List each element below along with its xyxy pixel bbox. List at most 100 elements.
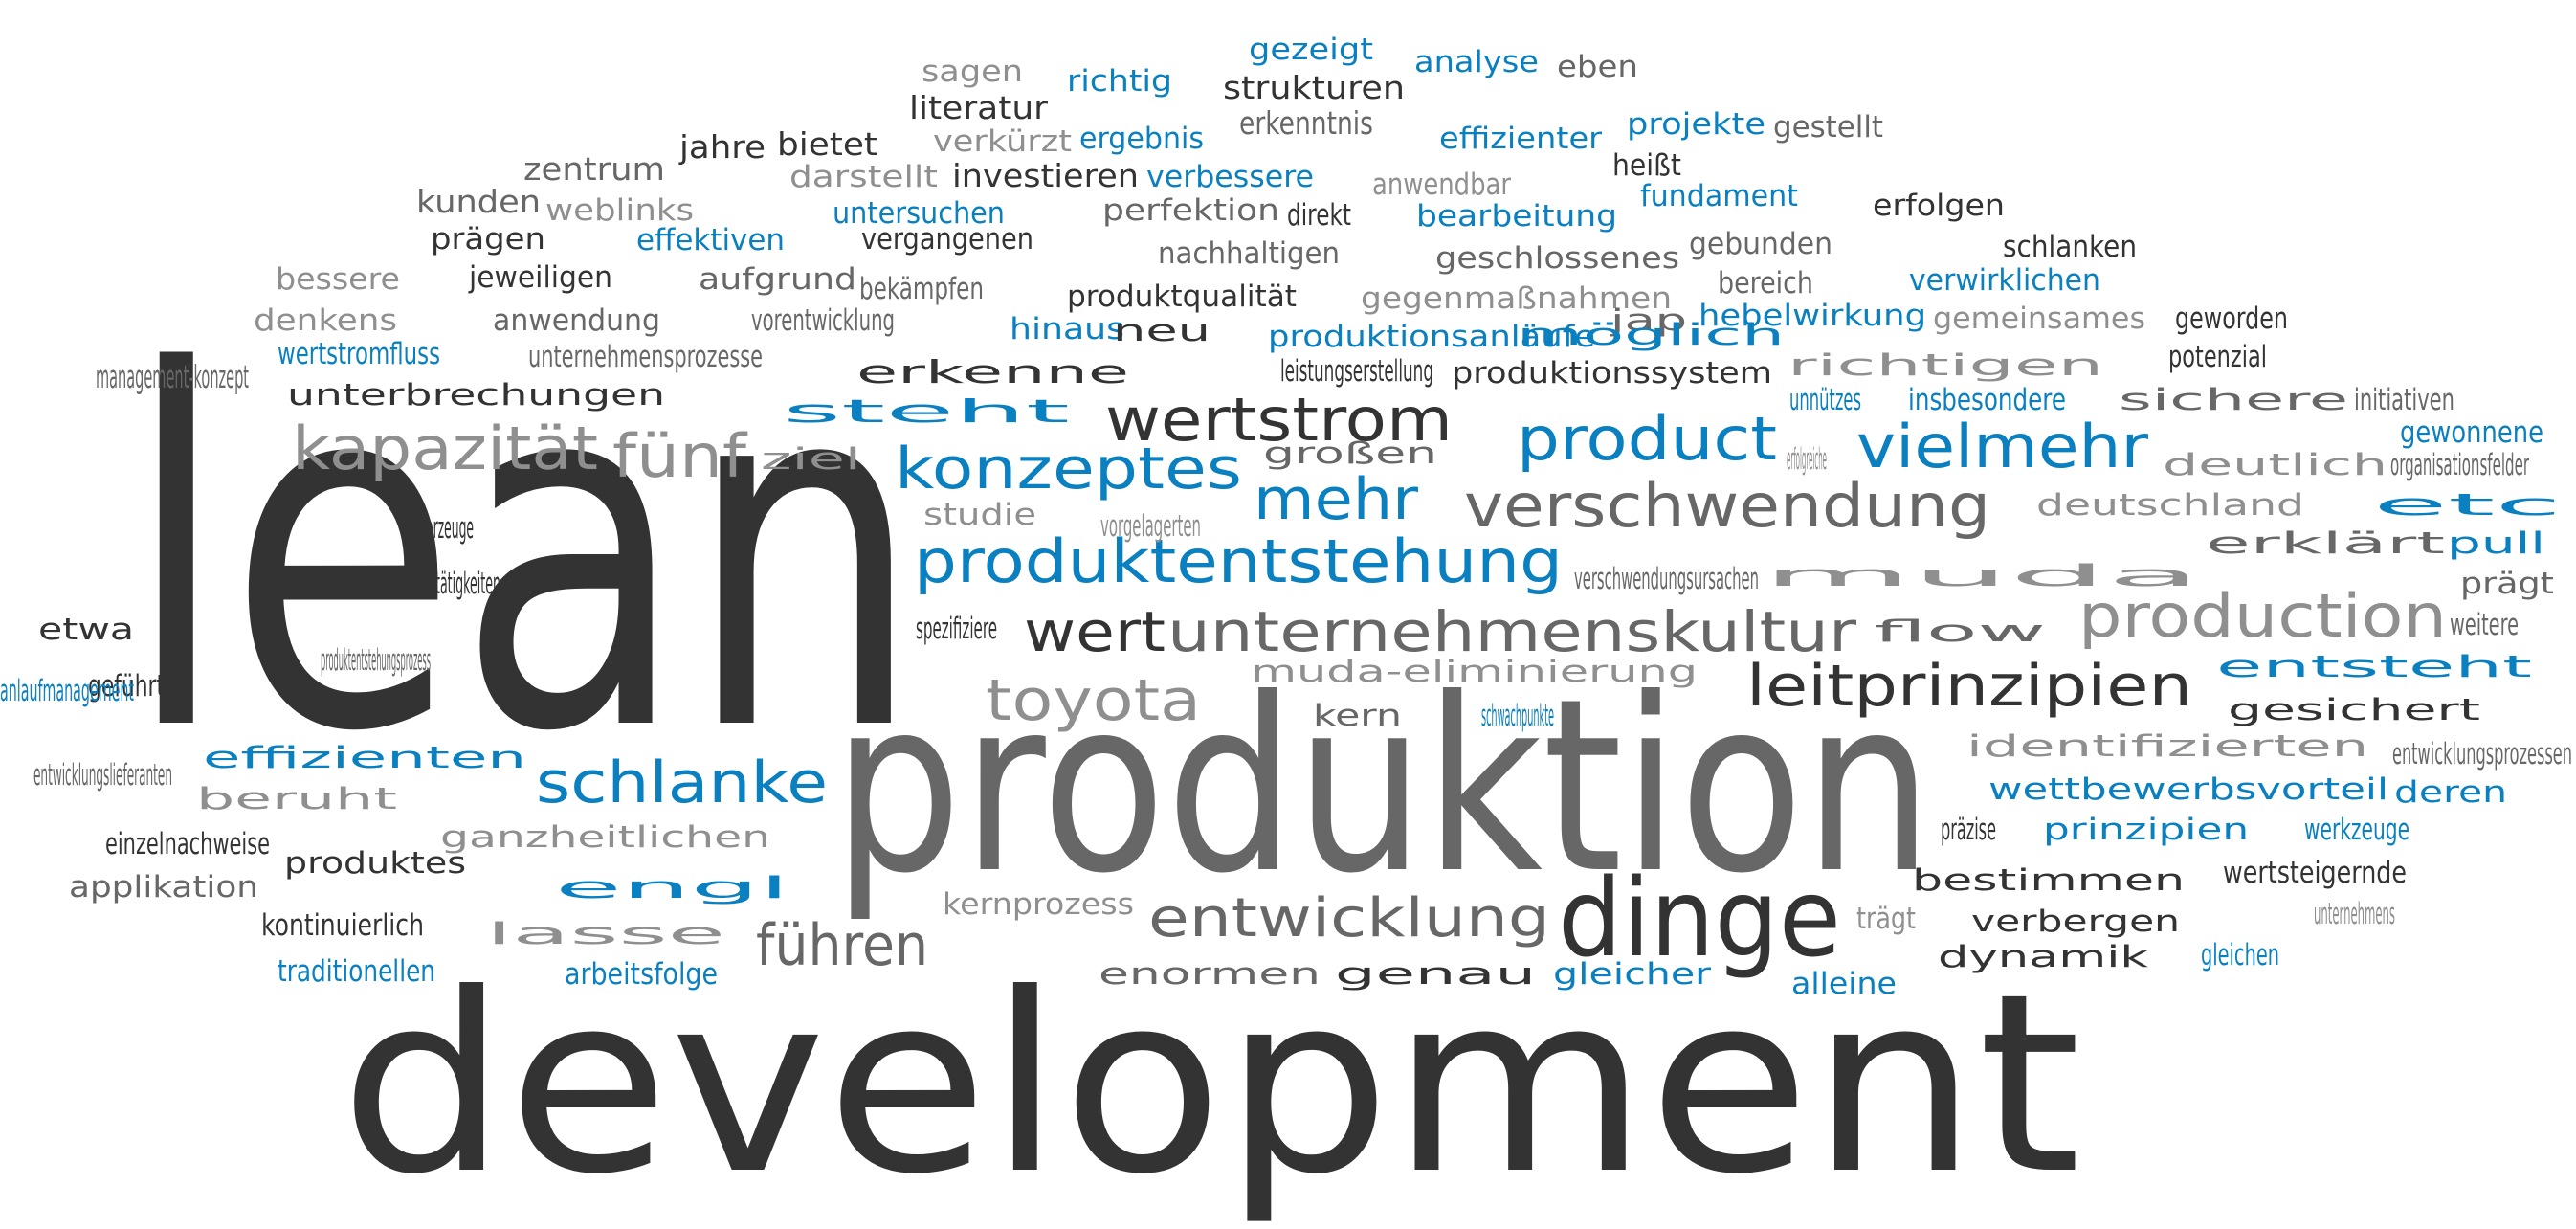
cloud-word: studie [923, 498, 1036, 532]
cloud-word: unternehmensprozesse [528, 340, 763, 374]
cloud-word: organisationsfelder [2390, 448, 2529, 482]
cloud-word: gegenmaßnahmen [1361, 281, 1672, 316]
cloud-word: wert [1024, 599, 1166, 664]
cloud-word: muda-eliminierung [1251, 655, 1698, 689]
cloud-word: applikation [69, 870, 258, 905]
cloud-word: kunden [416, 183, 541, 220]
cloud-word: vielmehr [1856, 412, 2149, 481]
cloud-word: möglich [1517, 318, 1785, 352]
cloud-word: vergangenen [861, 222, 1033, 257]
cloud-word: ziel [761, 442, 861, 477]
cloud-word: wettbewerbsvorteil [1988, 772, 2388, 807]
cloud-word: unterbrechungen [287, 378, 665, 413]
cloud-word: lean [124, 271, 922, 838]
cloud-word: prinzipien [2043, 813, 2249, 847]
cloud-word: traditionellen [278, 954, 435, 989]
cloud-word: verschwendung [1464, 471, 1990, 541]
cloud-word: wertstromfluss [278, 337, 440, 371]
cloud-word: erzeuge [426, 511, 474, 546]
cloud-word: gemeinsames [1933, 302, 2145, 336]
cloud-word: weitere [2450, 608, 2519, 642]
cloud-word: aufgrund [699, 262, 856, 297]
cloud-word: mehr [1254, 466, 1418, 533]
cloud-word: schwachpunkte [1481, 699, 1554, 733]
cloud-word: unternehmens [2314, 897, 2395, 931]
cloud-word: muda [1763, 559, 2201, 593]
cloud-word: bekämpfen [859, 272, 984, 306]
cloud-word: jap [1609, 303, 1687, 338]
cloud-word: schlanken [2003, 230, 2137, 264]
cloud-word: literatur [909, 89, 1048, 126]
cloud-word: richtigen [1788, 348, 2103, 383]
cloud-word: arbeitsfolge [565, 957, 718, 992]
cloud-word: gezeigt [1249, 33, 1373, 67]
cloud-word: production [2078, 581, 2447, 651]
cloud-word: toyota [986, 667, 1201, 734]
cloud-word: denkens [254, 303, 397, 338]
cloud-word: verschwendungsursachen [1574, 562, 1759, 596]
cloud-word: weblinks [545, 193, 694, 228]
cloud-word: gebunden [1689, 227, 1832, 261]
cloud-word: vorgelagerten [1100, 509, 1201, 544]
cloud-word: fünf [612, 421, 748, 491]
cloud-word: produktionsanläufe [1268, 320, 1595, 354]
cloud-word: sichere [2119, 383, 2348, 417]
cloud-word: jeweiligen [468, 260, 612, 295]
cloud-word: jahre [678, 128, 766, 166]
cloud-word: perfektion [1102, 193, 1279, 228]
cloud-word: anwendung [493, 303, 660, 338]
cloud-word: einzelnachweise [105, 827, 270, 861]
cloud-word: neu [1113, 314, 1210, 348]
cloud-word: enormen [1099, 957, 1321, 992]
cloud-word: hebelwirkung [1699, 299, 1926, 333]
cloud-word: entwicklung [1148, 887, 1550, 950]
cloud-word: steht [783, 392, 1070, 430]
cloud-word: erkenntnis [1239, 104, 1373, 142]
cloud-word: hinaus [1010, 312, 1124, 346]
cloud-word: geschlossenes [1435, 241, 1679, 276]
cloud-word: genau [1335, 957, 1536, 992]
cloud-word: vorentwicklung [751, 303, 895, 338]
cloud-word: erkenne [856, 353, 1129, 391]
cloud-word: kontinuierlich [261, 908, 424, 943]
cloud-word: geführt [88, 669, 165, 704]
cloud-word: bietet [777, 125, 877, 163]
cloud-word: bereich [1718, 266, 1813, 301]
cloud-word: gleichen [2201, 938, 2279, 972]
cloud-word: leitprinzipien [1746, 653, 2192, 720]
cloud-word: trägt [1856, 902, 1916, 936]
cloud-word: anlaufmanagement [0, 674, 134, 708]
cloud-word: management-konzept [96, 358, 249, 395]
cloud-word: pull [2447, 526, 2545, 561]
cloud-word: ergebnis [1079, 122, 1204, 156]
cloud-word: fundament [1640, 179, 1798, 213]
cloud-word: entwicklungslieferanten [33, 758, 172, 793]
cloud-word: bearbeitung [1416, 199, 1617, 234]
cloud-word: product [1517, 404, 1777, 474]
cloud-word: direkt [1287, 198, 1351, 233]
cloud-word: unnützes [1789, 383, 1861, 417]
cloud-word: investieren [952, 157, 1139, 194]
cloud-word: effizienter [1439, 122, 1602, 156]
cloud-word: eben [1557, 50, 1638, 84]
cloud-word: produktion [833, 647, 1933, 926]
cloud-word: potenzial [2168, 340, 2267, 374]
cloud-word: verbessere [1146, 160, 1314, 194]
cloud-word: deutlich [2163, 448, 2387, 482]
cloud-word: unternehmenskultur [1167, 599, 1856, 664]
cloud-word: verwirklichen [1909, 263, 2100, 298]
cloud-word: entwicklungsprozessen [2392, 737, 2572, 771]
cloud-word: untersuchen [833, 196, 1005, 231]
cloud-word: dinge [1558, 857, 1841, 981]
cloud-word: initiativen [2354, 383, 2454, 417]
cloud-word: prägt [2460, 567, 2554, 601]
cloud-word: nachhaltigen [1158, 236, 1340, 271]
cloud-word: kapazität [292, 413, 598, 483]
cloud-word: leistungserstellung [1280, 354, 1433, 389]
cloud-word: gestellt [1773, 110, 1883, 145]
cloud-word: insbesondere [1908, 383, 2066, 417]
cloud-word: bessere [276, 262, 400, 297]
cloud-word: development [340, 941, 2081, 1228]
cloud-word: identifizierten [1966, 729, 2368, 764]
